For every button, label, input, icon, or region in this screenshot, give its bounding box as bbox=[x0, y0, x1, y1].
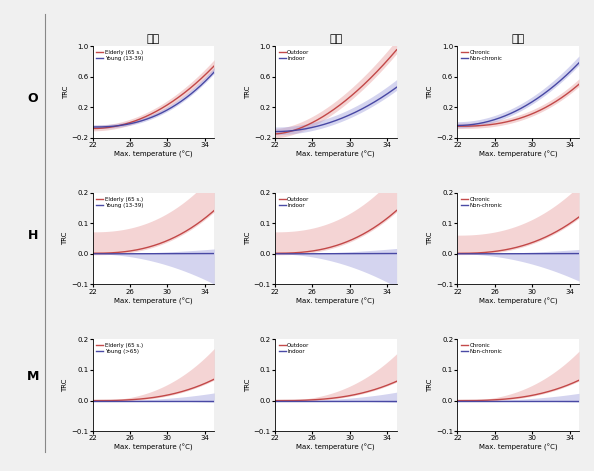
X-axis label: Max. temperature (°C): Max. temperature (°C) bbox=[296, 151, 375, 158]
Y-axis label: TRC: TRC bbox=[427, 379, 434, 392]
Legend: Chronic, Non-chronic: Chronic, Non-chronic bbox=[460, 342, 504, 356]
X-axis label: Max. temperature (°C): Max. temperature (°C) bbox=[296, 297, 375, 305]
Y-axis label: TRC: TRC bbox=[427, 232, 434, 245]
X-axis label: Max. temperature (°C): Max. temperature (°C) bbox=[296, 444, 375, 451]
Y-axis label: TRC: TRC bbox=[62, 379, 68, 392]
Text: O: O bbox=[27, 92, 38, 106]
Y-axis label: TRC: TRC bbox=[62, 232, 68, 245]
Title: 연령: 연령 bbox=[147, 34, 160, 44]
X-axis label: Max. temperature (°C): Max. temperature (°C) bbox=[114, 444, 192, 451]
Y-axis label: TRC: TRC bbox=[245, 85, 251, 98]
Legend: Outdoor, Indoor: Outdoor, Indoor bbox=[278, 195, 311, 209]
X-axis label: Max. temperature (°C): Max. temperature (°C) bbox=[114, 151, 192, 158]
Legend: Outdoor, Indoor: Outdoor, Indoor bbox=[278, 49, 311, 62]
Legend: Elderly (65 s.), Young (>65): Elderly (65 s.), Young (>65) bbox=[96, 342, 144, 356]
Legend: Outdoor, Indoor: Outdoor, Indoor bbox=[278, 342, 311, 356]
Text: M: M bbox=[27, 370, 39, 383]
Legend: Elderly (65 s.), Young (13-39): Elderly (65 s.), Young (13-39) bbox=[96, 49, 144, 62]
Title: 질환: 질환 bbox=[511, 34, 525, 44]
Text: H: H bbox=[27, 229, 38, 242]
X-axis label: Max. temperature (°C): Max. temperature (°C) bbox=[479, 444, 558, 451]
Legend: Chronic, Non-chronic: Chronic, Non-chronic bbox=[460, 195, 504, 209]
X-axis label: Max. temperature (°C): Max. temperature (°C) bbox=[114, 297, 192, 305]
Title: 직업: 직업 bbox=[329, 34, 342, 44]
X-axis label: Max. temperature (°C): Max. temperature (°C) bbox=[479, 151, 558, 158]
X-axis label: Max. temperature (°C): Max. temperature (°C) bbox=[479, 297, 558, 305]
Legend: Chronic, Non-chronic: Chronic, Non-chronic bbox=[460, 49, 504, 62]
Y-axis label: TRC: TRC bbox=[428, 85, 434, 98]
Y-axis label: TRC: TRC bbox=[245, 379, 251, 392]
Legend: Elderly (65 s.), Young (13-39): Elderly (65 s.), Young (13-39) bbox=[96, 195, 144, 209]
Y-axis label: TRC: TRC bbox=[62, 85, 69, 98]
Y-axis label: TRC: TRC bbox=[245, 232, 251, 245]
